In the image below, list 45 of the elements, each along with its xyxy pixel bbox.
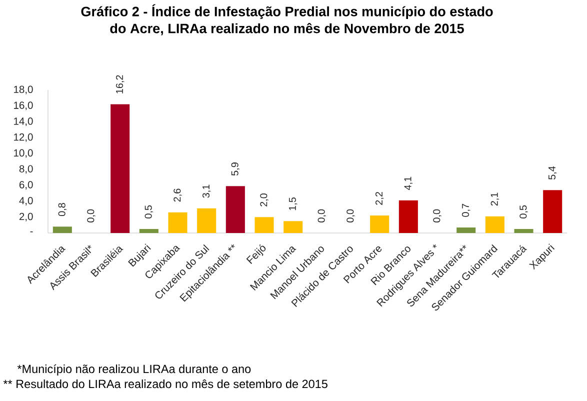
data-label: 0,8: [58, 203, 67, 216]
data-label: 16,2: [116, 75, 124, 94]
bar: [398, 200, 418, 233]
text: *Município não realizou LIRAa durante o ano: [17, 364, 251, 376]
bar: [139, 229, 158, 233]
chart-title: Gráfico 2 - Índice de Infestação Predial nos município do estado do Acre, LIRAa realizado no mês de Novembro de 2015: [81, 4, 493, 36]
data-label: 5,9: [231, 162, 240, 176]
bar: [254, 217, 274, 233]
bar: [226, 186, 245, 233]
text: ** Resultado do LIRAa realizado no mês de setembro de 2015: [3, 379, 328, 388]
data-label: 0,5: [144, 205, 154, 218]
y-tick-label: 14,0: [14, 118, 33, 126]
data-label: 0,7: [462, 204, 470, 217]
y-tick-label: -: [30, 231, 33, 232]
bar: [370, 216, 390, 233]
bar: [514, 229, 534, 233]
y-tick-label: 18,0: [14, 86, 33, 94]
data-label: 1,5: [289, 197, 298, 210]
bar: [110, 104, 130, 233]
bar: [52, 226, 72, 233]
bar: [284, 221, 303, 233]
y-tick-label: 6,0: [19, 181, 33, 190]
data-label: 0,0: [318, 209, 326, 222]
y-tick-label: 8,0: [19, 165, 33, 174]
y-tick-label: 2,0: [19, 212, 33, 222]
bar: [456, 227, 476, 233]
data-label: 4,1: [404, 176, 412, 190]
data-label: 2,6: [174, 188, 182, 202]
data-label: 0,5: [520, 205, 528, 218]
bar: [197, 208, 216, 233]
data-label: 2,1: [490, 192, 500, 206]
data-label: 3,1: [202, 184, 211, 198]
y-tick-label: 4,0: [19, 196, 33, 206]
bar: [543, 190, 562, 233]
bar: [485, 216, 504, 233]
data-label: 0,0: [87, 209, 96, 222]
data-label: 0,0: [433, 209, 442, 222]
y-tick-label: 12,0: [14, 133, 33, 142]
data-label: 5,4: [548, 166, 557, 180]
data-label: 2,2: [375, 192, 384, 205]
y-tick-label: 10,0: [14, 149, 33, 158]
bar: [168, 212, 188, 233]
y-tick-label: 16,0: [14, 102, 33, 110]
data-label: 2,0: [260, 193, 268, 206]
data-label: 0,0: [346, 209, 355, 222]
